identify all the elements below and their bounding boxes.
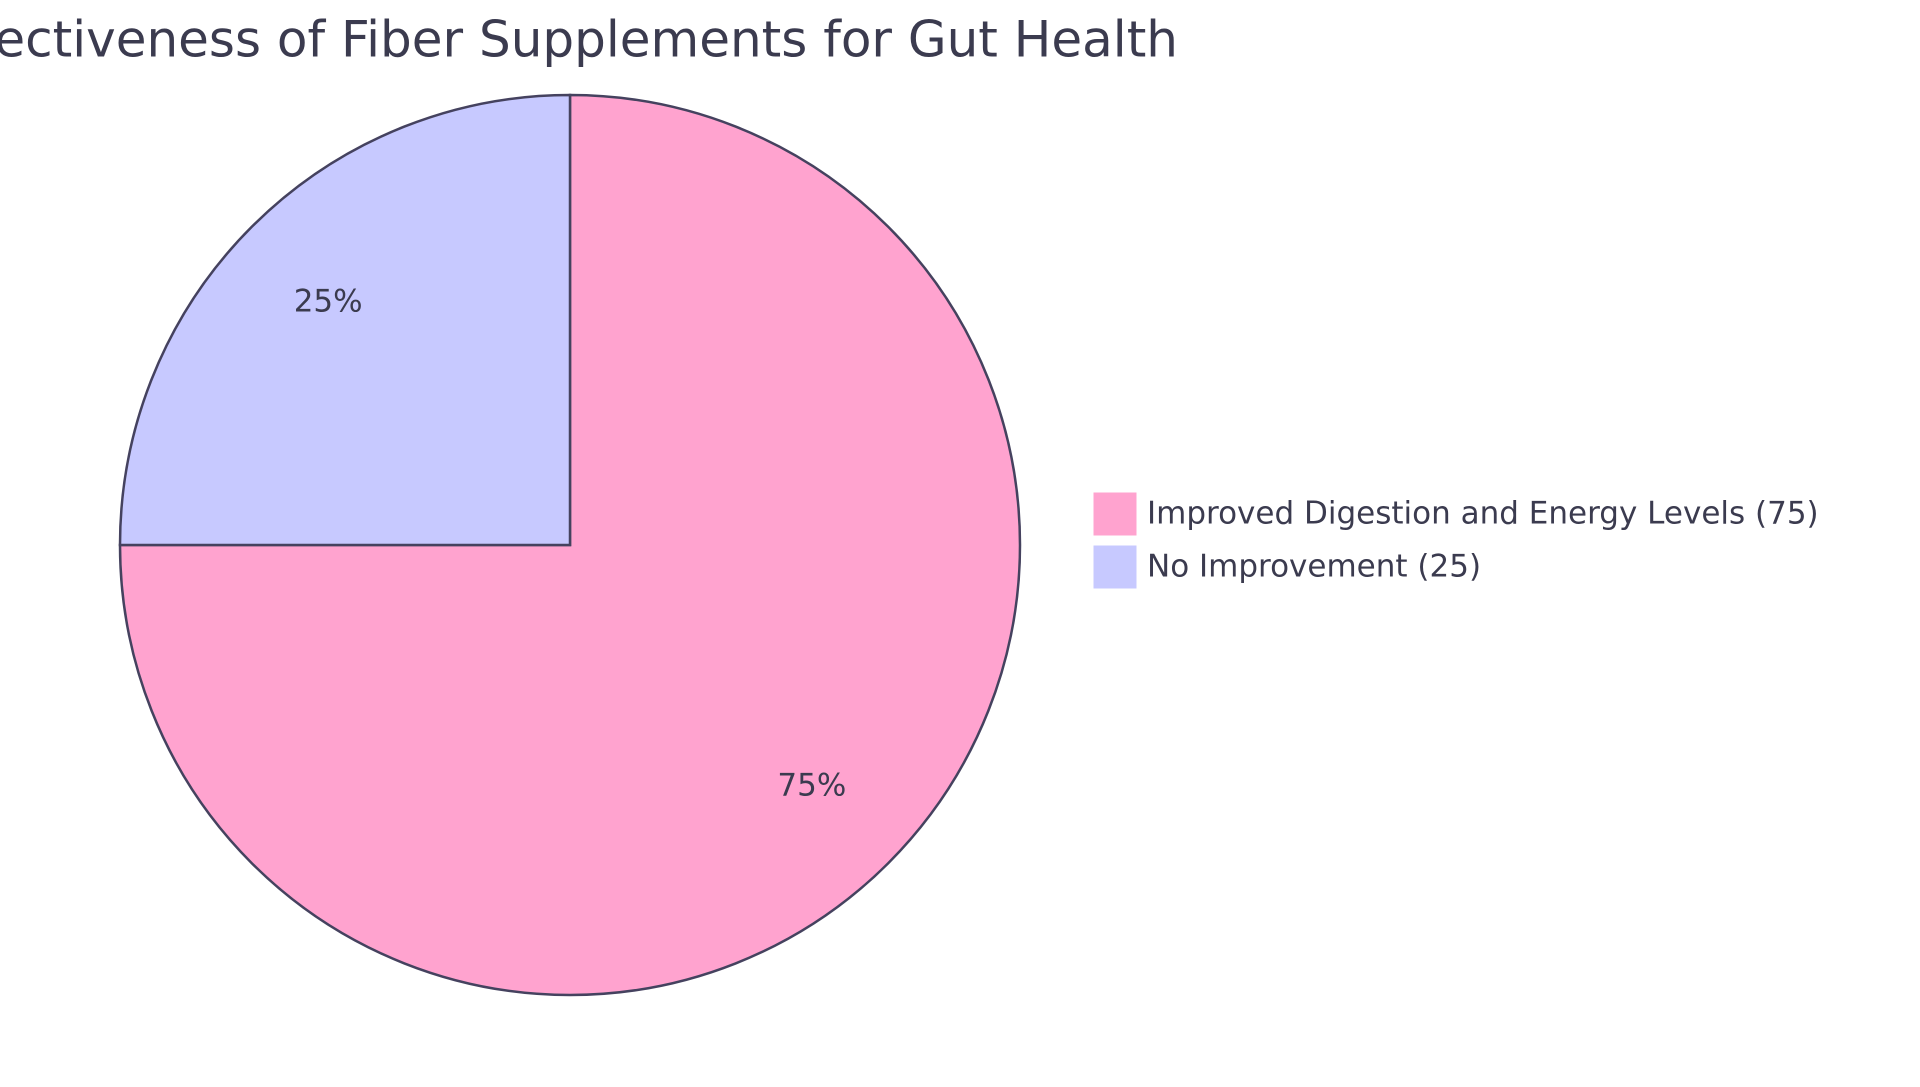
legend-label: No Improvement (25)	[1147, 549, 1481, 585]
slice-label: 25%	[294, 284, 363, 320]
legend-label: Improved Digestion and Energy Levels (75…	[1147, 496, 1819, 532]
legend-swatch	[1092, 544, 1138, 590]
slice-label: 75%	[777, 767, 846, 803]
chart-title: Effectiveness of Fiber Supplements for G…	[0, 11, 1178, 69]
legend-swatch	[1092, 491, 1138, 537]
pie-slice	[118, 93, 572, 547]
